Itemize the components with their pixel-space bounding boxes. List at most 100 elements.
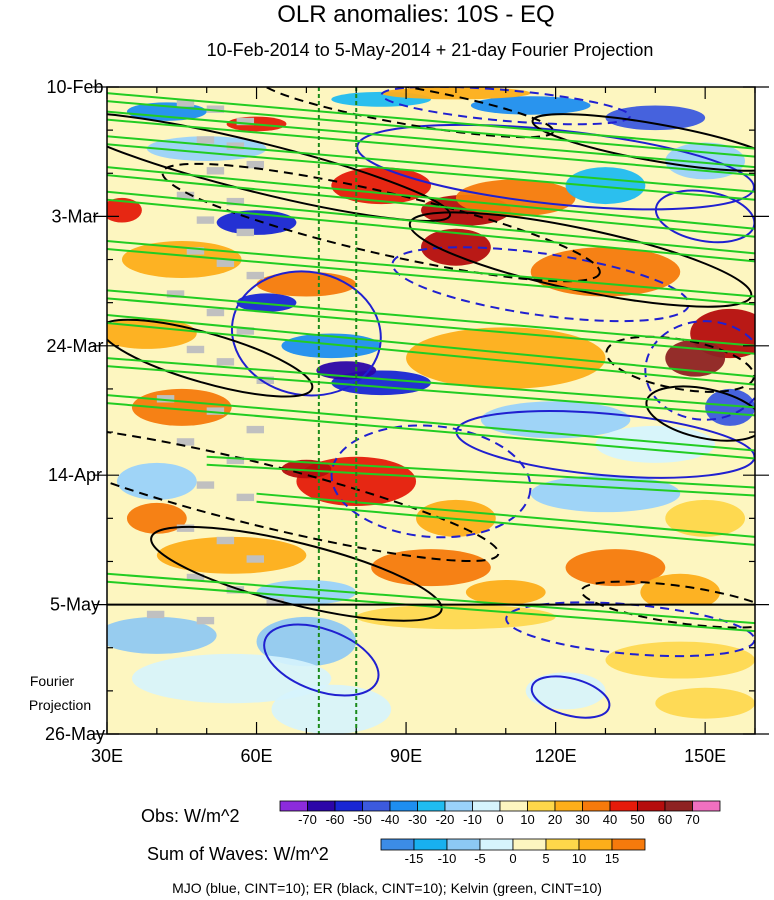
obs-patch <box>605 105 706 131</box>
obs-patch <box>126 502 187 534</box>
obs-patch <box>530 247 681 297</box>
missing-cell <box>196 216 215 224</box>
missing-cell <box>246 425 265 434</box>
kelvin-contour <box>107 580 755 633</box>
waves-colorbar-label: Sum of Waves: W/m^2 <box>147 844 329 864</box>
missing-cell <box>246 555 265 563</box>
obs-patch <box>595 425 716 463</box>
waves-colorbar-tick-label: -10 <box>438 851 457 866</box>
missing-cell <box>196 616 215 625</box>
y-axis: 10-Feb 3-Mar 24-Mar 14-Apr 5-May 26-May <box>45 77 769 744</box>
missing-cell <box>176 524 195 532</box>
obs-patch <box>665 339 726 377</box>
kelvin-contours <box>107 92 755 633</box>
waves-patch <box>256 616 357 667</box>
kelvin-contour <box>107 240 755 298</box>
obs-colorbar-swatch <box>444 800 473 812</box>
kelvin-contour <box>107 190 755 255</box>
obs-colorbar-tick-label: 50 <box>630 812 644 827</box>
mjo-contour <box>530 675 611 719</box>
obs-colorbar-swatch <box>362 800 391 812</box>
waves-colorbar-swatch <box>512 838 547 851</box>
missing-cell <box>226 586 245 594</box>
kelvin-contour <box>107 322 755 386</box>
missing-cell <box>186 247 205 255</box>
y-tick-label: 10-Feb <box>46 77 103 97</box>
waves-patch <box>271 684 392 734</box>
obs-colorbar-swatch <box>527 800 556 812</box>
obs-patch <box>565 167 646 205</box>
missing-cell <box>246 271 265 280</box>
missing-cell <box>206 105 225 113</box>
kelvin-contour <box>107 143 755 201</box>
obs-colorbar-tick-label: 10 <box>520 812 534 827</box>
y-tick-label: 5-May <box>50 595 100 615</box>
kelvin-contour <box>107 394 755 452</box>
obs-colorbar-swatch <box>334 800 363 812</box>
kelvin-contour <box>107 118 755 177</box>
missing-cell <box>246 160 265 169</box>
footer-note: MJO (blue, CINT=10); ER (black, CINT=10)… <box>172 880 602 896</box>
obs-colorbar-tick-label: -50 <box>353 812 372 827</box>
x-tick-label: 120E <box>535 746 577 766</box>
obs-patch <box>406 327 606 389</box>
obs-colorbar-tick-label: -10 <box>463 812 482 827</box>
x-tick-label: 30E <box>91 746 123 766</box>
missing-cell <box>206 407 225 415</box>
obs-colorbar-tick-label: 30 <box>575 812 589 827</box>
obs-colorbar-tick-label: 0 <box>496 812 503 827</box>
kelvin-contour <box>107 402 755 460</box>
missing-cell <box>226 197 245 206</box>
waves-colorbar-tick-label: 5 <box>542 851 549 866</box>
waves-projection-field <box>107 604 755 734</box>
waves-colorbar-swatch <box>611 838 646 851</box>
waves-colorbar-tick-label: 0 <box>509 851 516 866</box>
waves-colorbar-swatch <box>380 838 415 851</box>
kelvin-contour <box>256 492 755 538</box>
obs-patch <box>465 579 546 605</box>
kelvin-contour <box>107 248 755 306</box>
waves-colorbar-swatch <box>446 838 481 851</box>
obs-patch <box>705 388 755 426</box>
missing-cell <box>156 395 175 403</box>
waves-colorbar: -15 -10 -5 0 5 10 15 <box>380 838 646 866</box>
obs-patch <box>381 87 531 100</box>
kelvin-contour <box>107 313 755 378</box>
y-tick-label: 3-Mar <box>51 206 98 226</box>
missing-cell <box>236 493 255 502</box>
waves-colorbar-swatch <box>413 838 448 851</box>
kelvin-contour <box>206 455 755 489</box>
mjo-contour <box>356 123 755 211</box>
obs-patch <box>455 179 576 217</box>
obs-colorbar-tick-label: 70 <box>685 812 699 827</box>
waves-colorbar-swatch <box>578 838 613 851</box>
missing-cell <box>236 228 255 237</box>
obs-patch <box>665 499 746 537</box>
obs-colorbar-label: Obs: W/m^2 <box>141 806 239 826</box>
obs-colorbar-tick-label: -40 <box>381 812 400 827</box>
obs-patch <box>256 271 357 297</box>
mjo-contour <box>230 270 382 397</box>
er-contour <box>645 385 755 442</box>
obs-patch <box>131 388 232 426</box>
missing-cell <box>236 117 255 126</box>
kelvin-contour <box>107 135 755 193</box>
kelvin-contour <box>107 110 755 169</box>
er-contours <box>107 87 755 629</box>
obs-patch <box>371 549 491 587</box>
missing-cell <box>146 610 165 619</box>
plot-frame <box>106 86 756 735</box>
obs-colorbar-swatch <box>499 800 528 812</box>
obs-colorbar-swatch <box>664 800 693 812</box>
obs-colorbar-swatch <box>307 800 336 812</box>
obs-patch <box>480 401 631 439</box>
obs-colorbar-swatch <box>417 800 446 812</box>
obs-colorbar-tick-label: 60 <box>658 812 672 827</box>
obs-colorbar-tick-label: -20 <box>436 812 455 827</box>
kelvin-contour <box>107 357 755 409</box>
waves-colorbar-tick-label: -5 <box>474 851 486 866</box>
er-contour <box>531 113 755 172</box>
missing-cell <box>176 438 195 446</box>
obs-colorbar-swatch <box>692 800 721 812</box>
